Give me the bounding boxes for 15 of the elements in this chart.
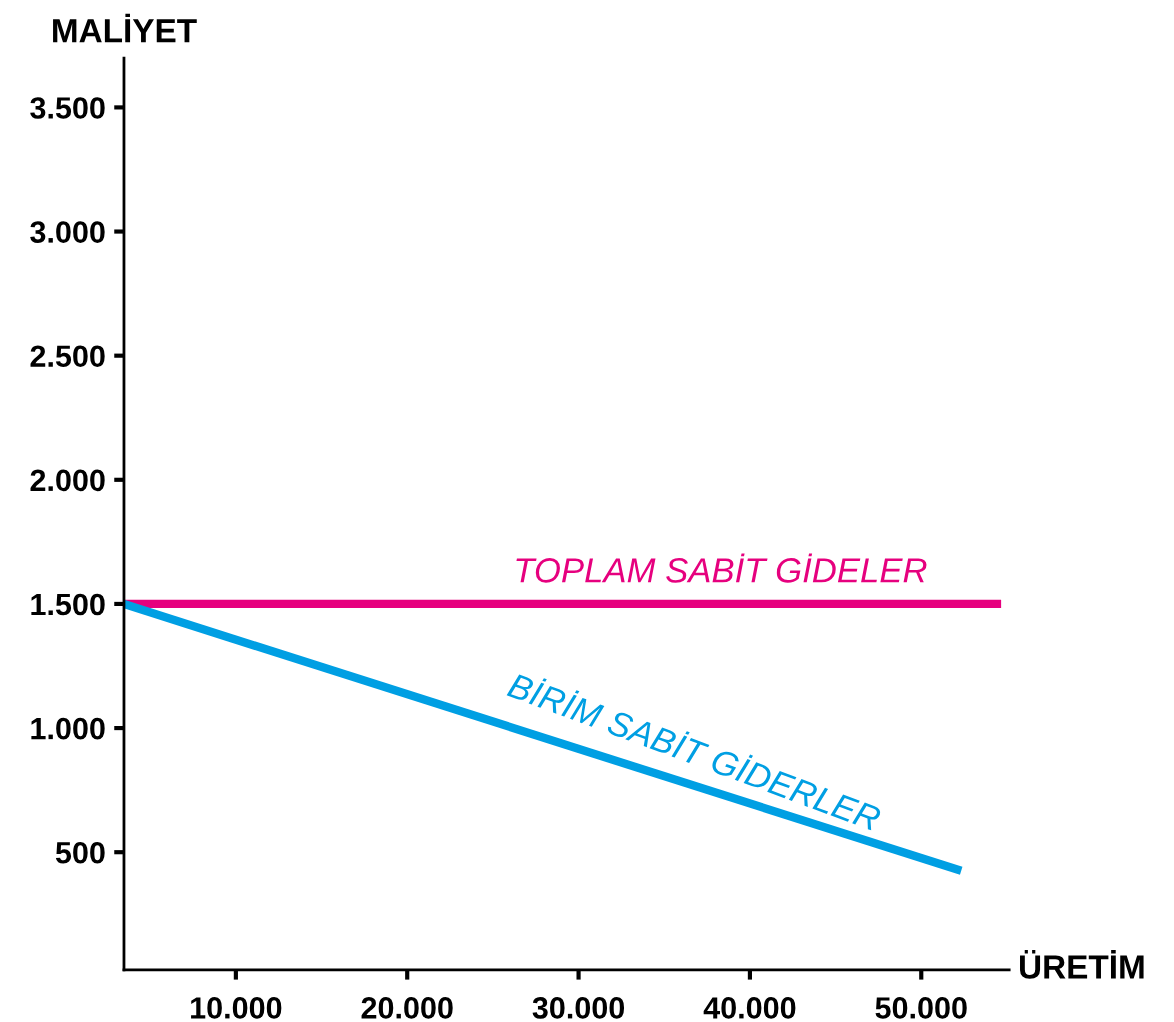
- annotation: TOPLAM SABİT GİDELER: [516, 553, 927, 583]
- y-tick-label: 1.000: [31, 717, 105, 740]
- x-tick-label: 20.000: [361, 997, 453, 1019]
- y-tick-label: 2.500: [30, 345, 105, 368]
- x-tick-label: 50.000: [875, 997, 967, 1019]
- y-tick-label: 2.000: [30, 469, 105, 492]
- x-tick-label: 10.000: [191, 997, 282, 1019]
- y-tick-label: 1.500: [31, 593, 105, 616]
- y-tick-label: 3.500: [30, 97, 105, 119]
- y-tick-label: 3.000: [30, 221, 105, 243]
- y-axis-title: MALİYET: [53, 13, 197, 43]
- x-tick-label: 40.000: [703, 997, 796, 1019]
- y-tick-label: 500: [55, 841, 105, 864]
- x-axis-title: ÜRETİM: [1020, 950, 1144, 979]
- x-tick-label: 30.000: [532, 997, 625, 1019]
